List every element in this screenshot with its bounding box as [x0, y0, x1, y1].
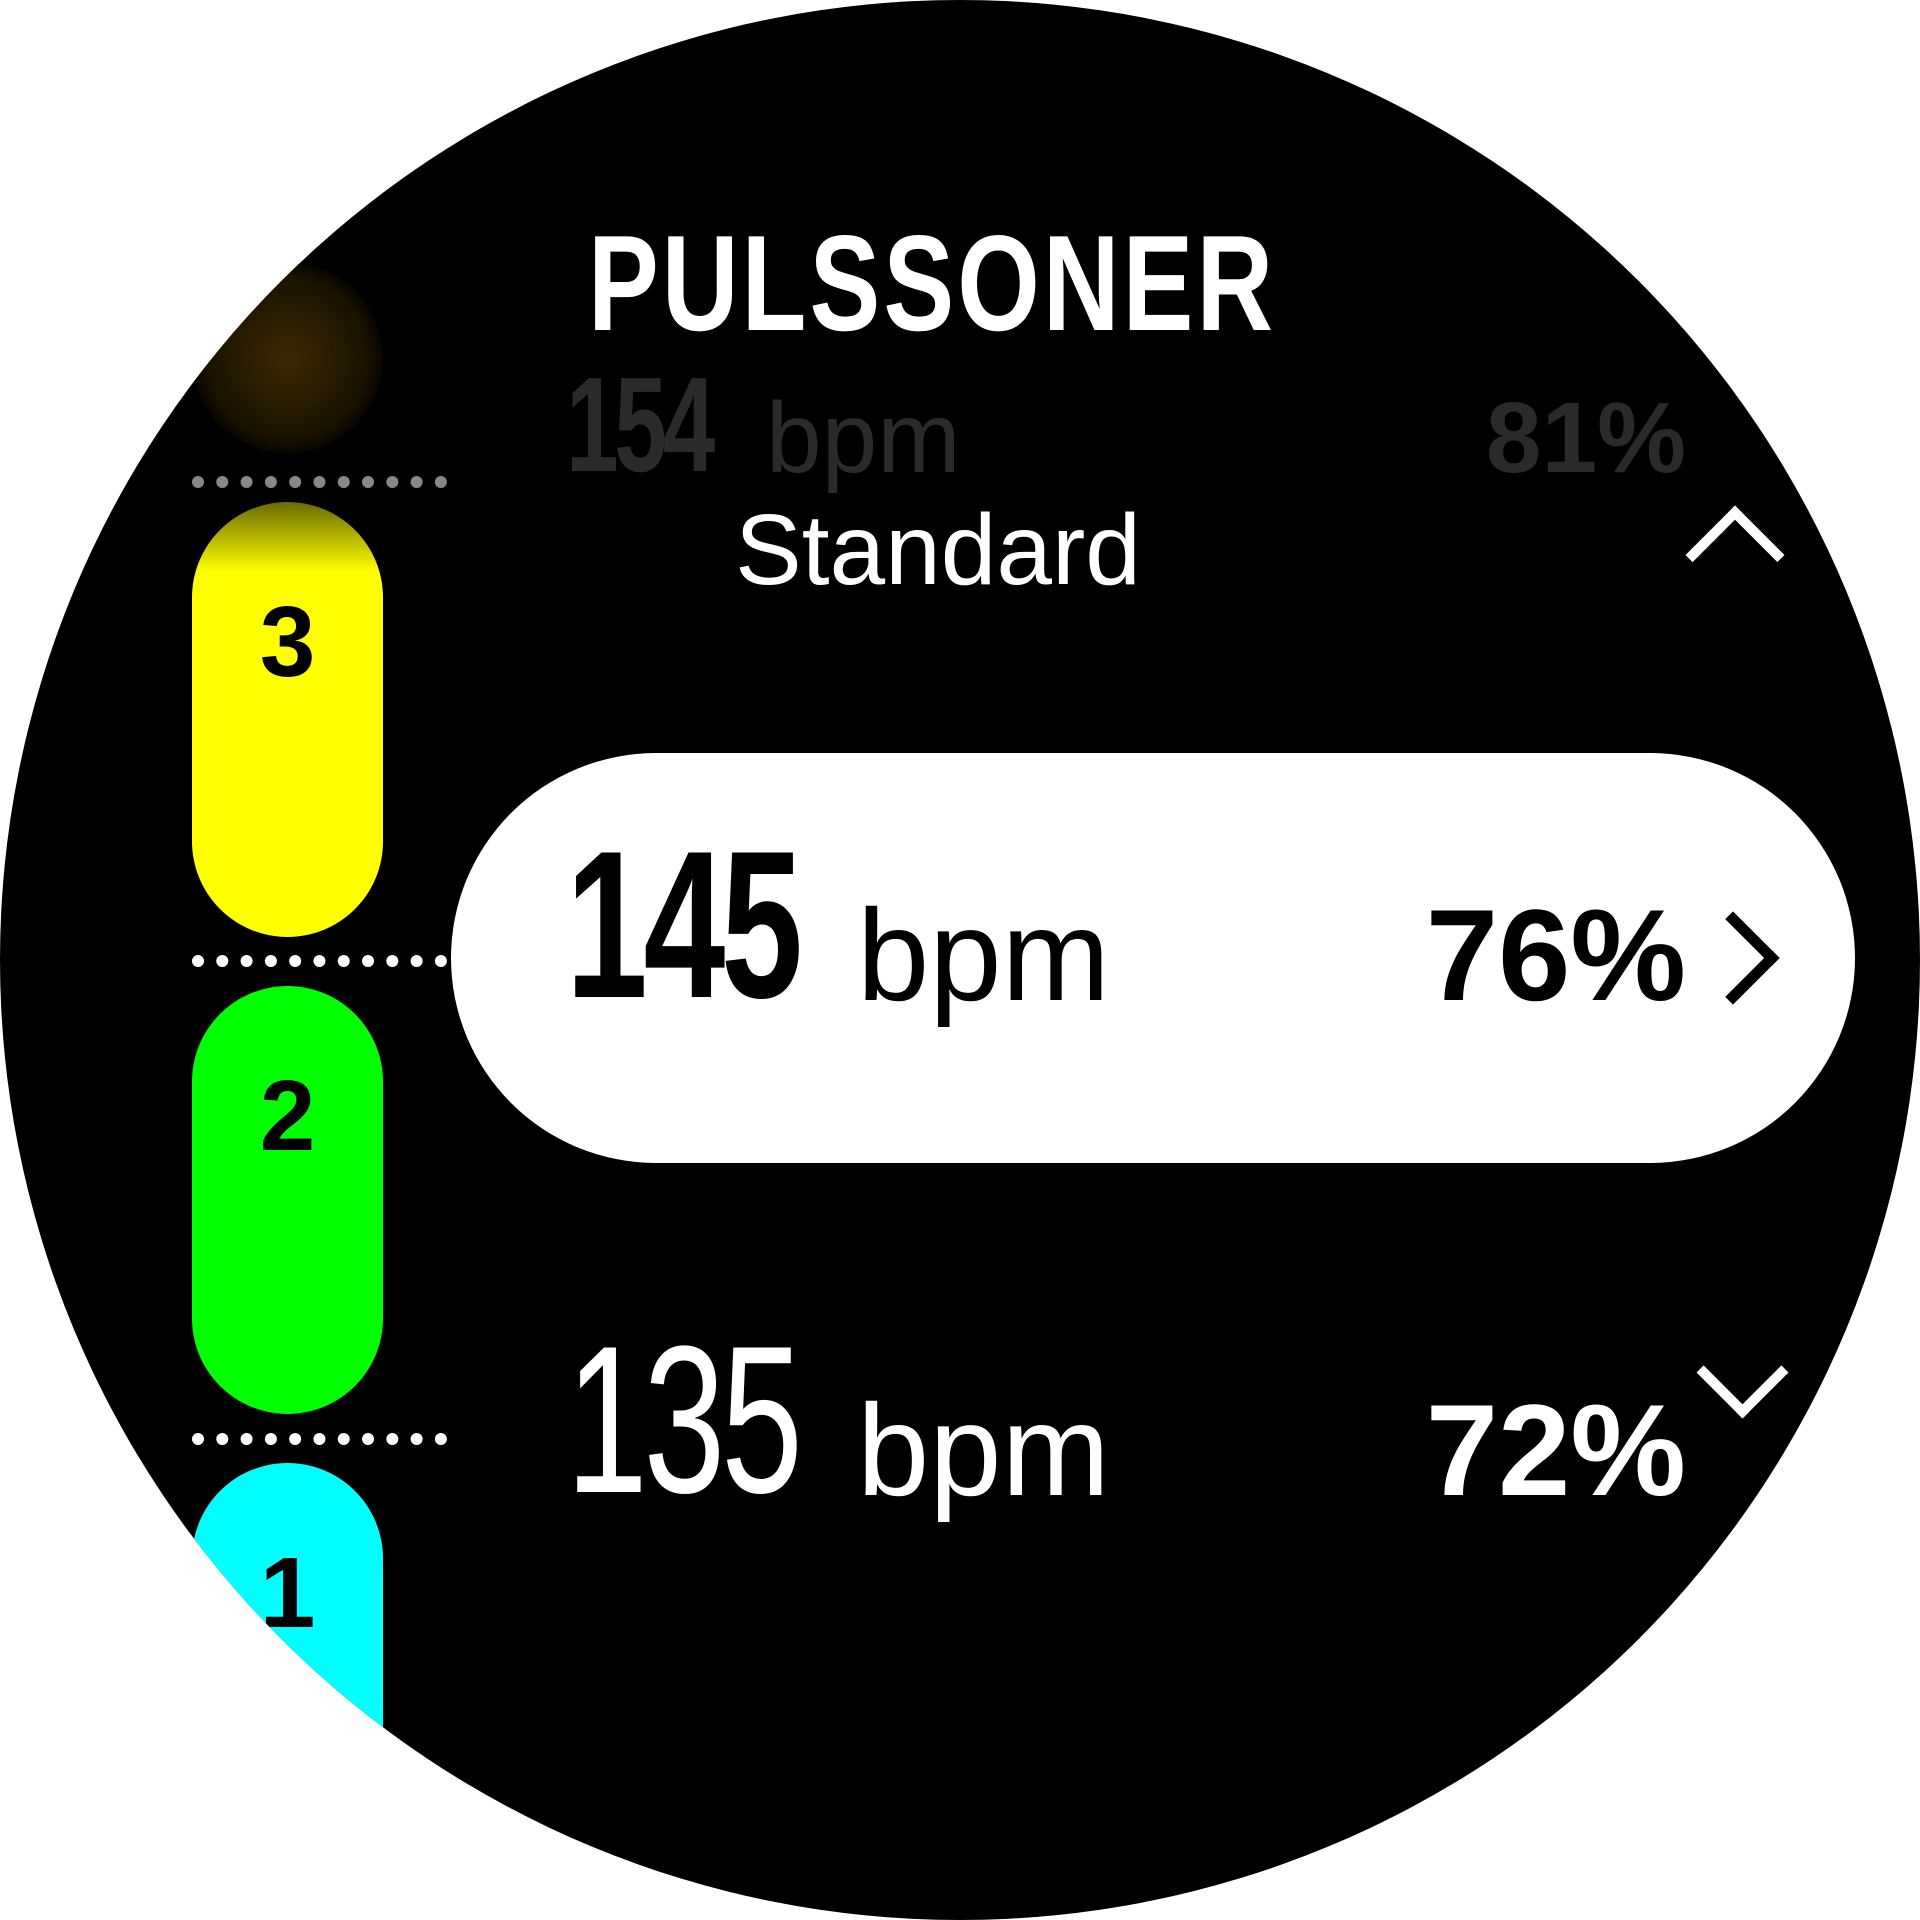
bpm-value: 154 — [566, 349, 715, 500]
bpm-unit: bpm — [766, 382, 961, 494]
zone-3-label: 3 — [259, 586, 316, 698]
percent-value: 76% — [1425, 882, 1686, 1028]
percent-value: 81% — [1485, 382, 1686, 494]
zone-1-label: 1 — [259, 1537, 316, 1649]
zone-4-bar — [192, 263, 383, 453]
selected-row-pill[interactable] — [451, 753, 1855, 1163]
bpm-value: 145 — [566, 807, 803, 1042]
zone-divider — [192, 476, 447, 488]
zone-set-label: Standard — [735, 494, 1141, 606]
zone-1-bar: 1 — [192, 1463, 383, 1920]
zone-3-bar: 3 — [192, 502, 383, 937]
zone-divider — [192, 955, 447, 967]
bpm-unit: bpm — [857, 1377, 1110, 1523]
zone-row[interactable]: 135 bpm 72% — [566, 1315, 1686, 1525]
bpm-unit: bpm — [857, 882, 1110, 1028]
bpm-value: 135 — [566, 1302, 803, 1537]
chevron-down-icon[interactable] — [1696, 1326, 1789, 1419]
percent-value: 72% — [1425, 1377, 1686, 1523]
chevron-up-icon[interactable] — [1685, 505, 1785, 605]
page-title: PULSSONER — [588, 207, 1277, 359]
zone-divider — [192, 1433, 447, 1445]
zone-2-label: 2 — [259, 1060, 316, 1172]
zone-row-faded[interactable]: 154 bpm 81% — [566, 349, 1686, 500]
zone-row-selected[interactable]: 145 bpm 76% — [566, 820, 1686, 1030]
zone-2-bar: 2 — [192, 986, 383, 1414]
